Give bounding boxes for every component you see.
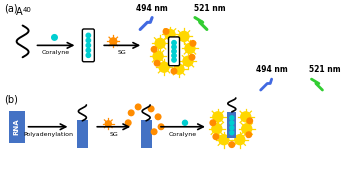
Circle shape — [86, 38, 90, 43]
Text: Coralyne: Coralyne — [169, 132, 197, 137]
Circle shape — [246, 132, 252, 137]
Circle shape — [151, 129, 157, 135]
Text: Coralyne: Coralyne — [42, 50, 70, 55]
Circle shape — [86, 53, 90, 57]
Circle shape — [213, 134, 219, 139]
Circle shape — [86, 33, 90, 38]
Circle shape — [172, 45, 176, 49]
Circle shape — [235, 135, 245, 145]
Circle shape — [242, 124, 252, 134]
Circle shape — [230, 126, 234, 130]
Circle shape — [182, 120, 187, 125]
Circle shape — [172, 58, 176, 62]
FancyBboxPatch shape — [168, 37, 180, 66]
Circle shape — [190, 41, 196, 46]
Text: 40: 40 — [23, 7, 32, 13]
FancyBboxPatch shape — [82, 29, 94, 62]
Circle shape — [165, 29, 175, 40]
Circle shape — [230, 116, 234, 120]
Text: RNA: RNA — [14, 119, 20, 135]
Circle shape — [189, 54, 195, 60]
Circle shape — [153, 51, 163, 61]
Text: 494 nm: 494 nm — [136, 4, 168, 13]
Bar — [77, 120, 88, 148]
Circle shape — [151, 46, 157, 52]
Text: 521 nm: 521 nm — [309, 65, 340, 74]
Text: SG: SG — [118, 50, 127, 55]
Circle shape — [230, 121, 234, 125]
Circle shape — [179, 31, 189, 41]
Circle shape — [86, 48, 90, 53]
Text: A: A — [16, 7, 22, 17]
Circle shape — [52, 35, 57, 40]
Text: 494 nm: 494 nm — [256, 65, 288, 74]
Text: (a): (a) — [4, 4, 17, 14]
Circle shape — [185, 43, 195, 53]
Circle shape — [210, 120, 216, 125]
Circle shape — [229, 142, 234, 147]
Text: SG: SG — [109, 132, 118, 137]
Circle shape — [86, 43, 90, 48]
Circle shape — [110, 38, 117, 45]
Circle shape — [158, 124, 164, 129]
Circle shape — [105, 121, 111, 127]
Circle shape — [247, 118, 252, 124]
Circle shape — [219, 135, 229, 145]
Text: 521 nm: 521 nm — [194, 4, 226, 13]
Circle shape — [171, 68, 177, 74]
Circle shape — [135, 104, 141, 110]
Circle shape — [213, 112, 223, 122]
FancyBboxPatch shape — [9, 111, 25, 143]
Circle shape — [148, 106, 154, 112]
Circle shape — [172, 53, 176, 58]
Circle shape — [183, 56, 193, 66]
Bar — [227, 112, 236, 138]
Circle shape — [163, 29, 169, 34]
Circle shape — [129, 110, 134, 116]
Circle shape — [241, 112, 251, 122]
Circle shape — [155, 114, 161, 120]
Circle shape — [212, 124, 222, 134]
Text: Polyadenylation: Polyadenylation — [23, 132, 73, 137]
Circle shape — [155, 38, 165, 48]
Circle shape — [174, 64, 184, 74]
Circle shape — [172, 40, 176, 45]
Bar — [141, 120, 151, 148]
Circle shape — [154, 60, 160, 66]
Circle shape — [159, 62, 169, 72]
Circle shape — [230, 131, 234, 135]
Circle shape — [125, 120, 131, 125]
Text: (b): (b) — [4, 94, 18, 104]
Circle shape — [172, 49, 176, 53]
